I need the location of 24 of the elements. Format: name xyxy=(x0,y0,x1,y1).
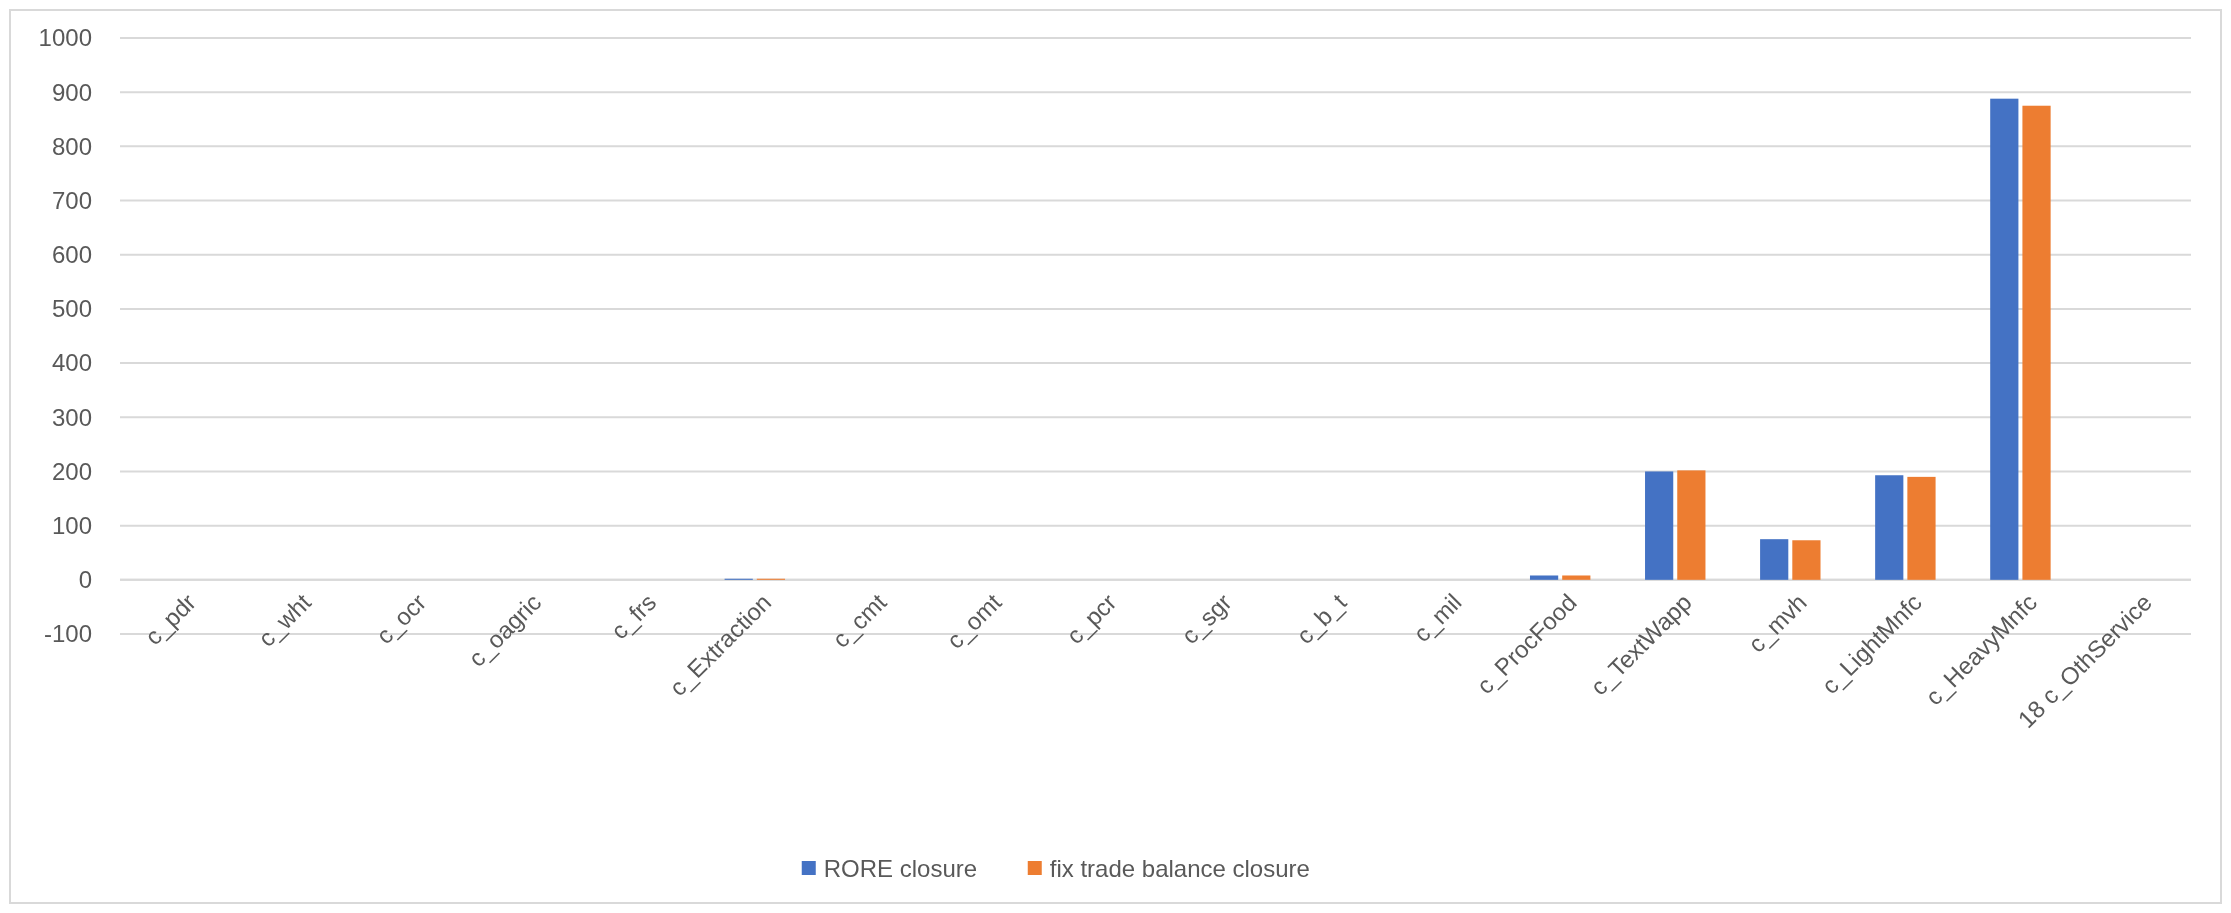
bar xyxy=(2022,105,2051,580)
y-tick-label: 1000 xyxy=(38,24,92,52)
y-tick-label: 800 xyxy=(51,132,92,160)
bar xyxy=(1677,470,1706,580)
bar xyxy=(1907,476,1936,580)
y-tick-label: 700 xyxy=(51,186,92,214)
bar xyxy=(1760,539,1789,580)
y-tick-label: -100 xyxy=(43,620,92,648)
y-tick-label: 300 xyxy=(51,403,92,431)
bar xyxy=(1562,575,1591,580)
legend-label: RORE closure xyxy=(823,855,978,883)
y-tick-label: 100 xyxy=(51,512,92,540)
y-tick-label: 0 xyxy=(78,566,92,594)
bar xyxy=(1792,540,1821,580)
bar xyxy=(1529,575,1559,580)
bar xyxy=(1875,475,1904,580)
y-tick-label: 400 xyxy=(51,349,92,377)
y-tick-label: 500 xyxy=(51,295,92,323)
y-tick-label: 600 xyxy=(51,241,92,269)
legend-label: fix trade balance closure xyxy=(1049,855,1310,883)
y-tick-label: 200 xyxy=(51,457,92,485)
bar xyxy=(1990,98,2019,580)
y-tick-label: 900 xyxy=(51,78,92,106)
bar xyxy=(1645,471,1674,580)
